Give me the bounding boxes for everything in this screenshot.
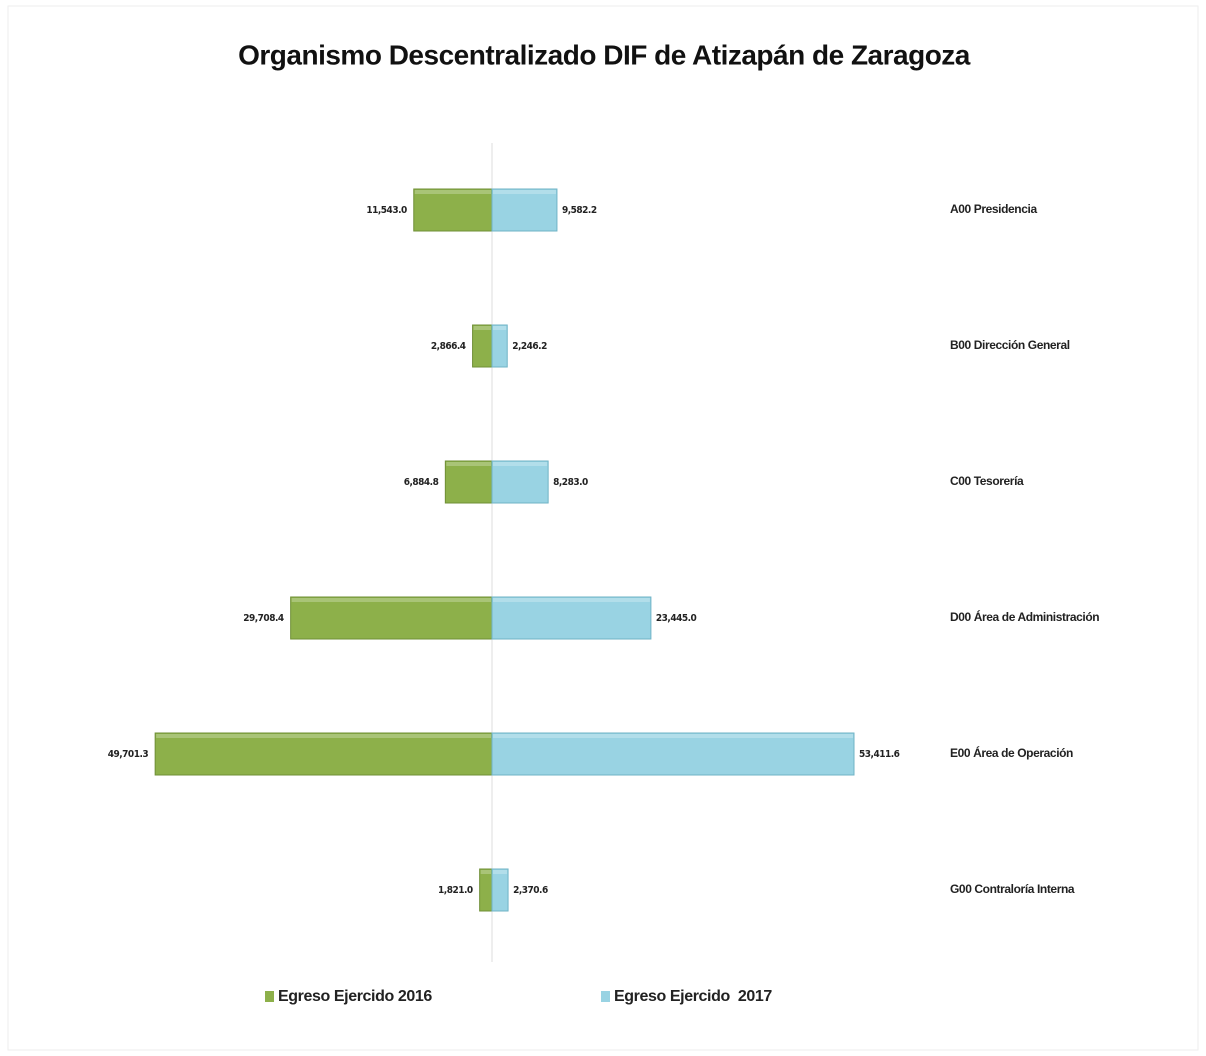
frame bbox=[7, 5, 1199, 1051]
bar-highlight bbox=[446, 462, 491, 466]
value-label: 11,543.0 bbox=[366, 205, 407, 216]
bar-highlight bbox=[493, 462, 548, 466]
bar bbox=[491, 188, 558, 232]
legend-label: Egreso Ejercido 2017 bbox=[614, 988, 772, 1005]
value-label: 9,582.2 bbox=[562, 205, 597, 216]
bar bbox=[491, 324, 508, 368]
bar-highlight bbox=[291, 598, 491, 602]
bar-highlight bbox=[493, 190, 556, 194]
bar-highlight bbox=[493, 598, 650, 602]
category-label: E00 Área de Operación bbox=[950, 745, 1073, 760]
bar bbox=[290, 596, 493, 640]
bar bbox=[444, 460, 493, 504]
bar-highlight bbox=[473, 326, 491, 330]
bar bbox=[491, 868, 509, 912]
bar bbox=[491, 596, 652, 640]
bar bbox=[413, 188, 493, 232]
value-label: 49,701.3 bbox=[108, 749, 149, 760]
bar bbox=[154, 732, 493, 776]
value-label: 2,246.2 bbox=[512, 341, 547, 352]
category-label: D00 Área de Administración bbox=[950, 609, 1099, 624]
bar-highlight bbox=[414, 190, 491, 194]
bar bbox=[472, 324, 493, 368]
bar bbox=[491, 732, 855, 776]
value-label: 2,370.6 bbox=[513, 885, 548, 896]
bar-highlight bbox=[493, 734, 853, 738]
bar-highlight bbox=[493, 870, 508, 874]
value-label: 2,866.4 bbox=[431, 341, 466, 352]
category-label: G00 Contraloría Interna bbox=[950, 882, 1075, 896]
category-label: A00 Presidencia bbox=[950, 202, 1037, 216]
value-label: 8,283.0 bbox=[553, 477, 588, 488]
bar-highlight bbox=[156, 734, 491, 738]
bar-highlight bbox=[493, 326, 507, 330]
value-label: 53,411.6 bbox=[859, 749, 900, 760]
legend-swatch bbox=[601, 991, 610, 1002]
bar bbox=[479, 868, 493, 912]
category-label: B00 Dirección General bbox=[950, 338, 1070, 352]
bar bbox=[491, 460, 549, 504]
category-label: C00 Tesorería bbox=[950, 474, 1024, 488]
chart-title: Organismo Descentralizado DIF de Atizapá… bbox=[238, 39, 971, 70]
legend-swatch bbox=[265, 991, 274, 1002]
bar-highlight bbox=[480, 870, 491, 874]
value-label: 29,708.4 bbox=[243, 613, 284, 624]
value-label: 6,884.8 bbox=[404, 477, 439, 488]
value-label: 1,821.0 bbox=[438, 885, 473, 896]
value-label: 23,445.0 bbox=[656, 613, 697, 624]
legend-label: Egreso Ejercido 2016 bbox=[278, 988, 432, 1005]
